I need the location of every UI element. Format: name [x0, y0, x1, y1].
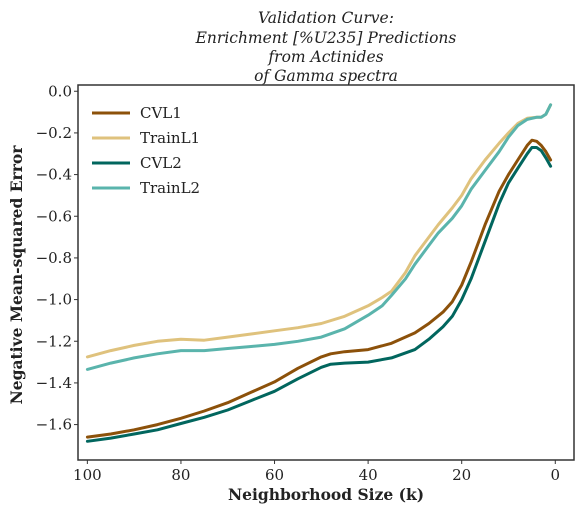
y-tick-label: 0.0 — [48, 82, 72, 100]
legend-label-cvl2: CVL2 — [140, 154, 182, 172]
y-axis-label: Negative Mean-squared Error — [7, 145, 26, 405]
series-line-cvl1 — [85, 138, 553, 439]
legend-label-cvl1: CVL1 — [140, 104, 182, 122]
x-tick-label: 40 — [359, 466, 378, 484]
chart-title-line-1: Validation Curve: — [258, 9, 394, 27]
y-tick-label: −1.6 — [36, 416, 72, 434]
y-axis-ticks: 0.0 −0.2 −0.4 −0.6 −0.8 −1.0 −1.2 −1.4 −1.6 — [36, 82, 78, 434]
x-tick-label: 80 — [171, 466, 190, 484]
plot-frame — [77, 84, 575, 461]
chart-title-line-3: from Actinides — [267, 48, 383, 66]
series-lines — [85, 103, 553, 443]
x-tick-label: 100 — [73, 466, 102, 484]
x-axis-label: Neighborhood Size (k) — [228, 485, 424, 504]
y-tick-label: −1.2 — [36, 332, 72, 350]
chart-title: Validation Curve: Enrichment [%U235] Pre… — [195, 9, 457, 85]
y-tick-label: −1.4 — [36, 374, 72, 392]
series-line-cvl2 — [85, 146, 553, 443]
y-tick-label: −0.4 — [36, 166, 72, 184]
chart-title-line-4: of Gamma spectra — [254, 67, 398, 85]
x-axis-ticks: 100 80 60 40 20 0 — [73, 460, 560, 484]
y-tick-label: −1.0 — [36, 291, 72, 309]
chart-title-line-2: Enrichment [%U235] Predictions — [195, 29, 457, 47]
y-tick-label: −0.8 — [36, 249, 72, 267]
x-tick-label: 20 — [452, 466, 471, 484]
legend: CVL1 TrainL1 CVL2 TrainL2 — [92, 104, 200, 197]
x-tick-label: 60 — [265, 466, 284, 484]
y-tick-label: −0.6 — [36, 207, 72, 225]
y-tick-label: −0.2 — [36, 124, 72, 142]
legend-label-trainl2: TrainL2 — [140, 179, 200, 197]
series-line-trainl1 — [85, 103, 553, 359]
legend-label-trainl1: TrainL1 — [140, 129, 200, 147]
series-line-trainl2 — [85, 103, 553, 371]
x-tick-label: 0 — [551, 466, 561, 484]
